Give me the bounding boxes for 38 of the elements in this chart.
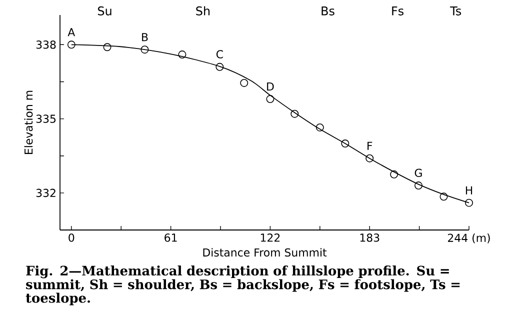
- y-axis-title: Elevation m: [24, 90, 33, 154]
- annotation: F: [368, 142, 372, 150]
- point: [140, 46, 149, 54]
- point: [316, 123, 324, 132]
- annotation: A: [68, 28, 76, 36]
- point: [440, 192, 448, 201]
- y-tick-label: 338: [36, 40, 56, 49]
- annotation: G: [414, 168, 422, 178]
- y-tick-label: 335: [36, 114, 56, 123]
- point: [341, 140, 350, 148]
- point: [216, 62, 224, 71]
- text: Fig. 2—Mathematical description of hillslope profile. Su = summit, Sh = shoulder, Bs = backslope, Fs = footslope, Ts = toeslope.: [26, 266, 460, 306]
- annotation: H: [466, 186, 472, 194]
- x-tick-label: 183: [360, 234, 380, 242]
- y-tick-label: 332: [36, 188, 56, 198]
- point: [366, 154, 374, 162]
- point: [266, 95, 274, 104]
- point: [67, 40, 76, 49]
- x-tick-label: 122: [260, 234, 280, 242]
- point: [178, 50, 186, 59]
- x-tick-label: 0: [68, 234, 74, 242]
- x-tick-label: 244 (m): [448, 234, 490, 244]
- point: [240, 78, 248, 87]
- annotation: Ts: [450, 6, 462, 16]
- annotation: Sh: [196, 6, 210, 16]
- annotation: B: [142, 33, 148, 42]
- point: [465, 198, 473, 207]
- annotation: D: [267, 82, 274, 91]
- point: [414, 182, 422, 190]
- x-axis-title: Distance From Summit: [203, 248, 327, 257]
- x-tick-label: 61: [164, 234, 177, 242]
- point: [290, 110, 299, 118]
- annotation: C: [216, 50, 223, 58]
- annotation: Fs: [392, 6, 404, 16]
- annotation: Su: [98, 6, 112, 16]
- annotation: Bs: [322, 6, 334, 16]
- point: [390, 170, 398, 178]
- point: [103, 43, 112, 52]
